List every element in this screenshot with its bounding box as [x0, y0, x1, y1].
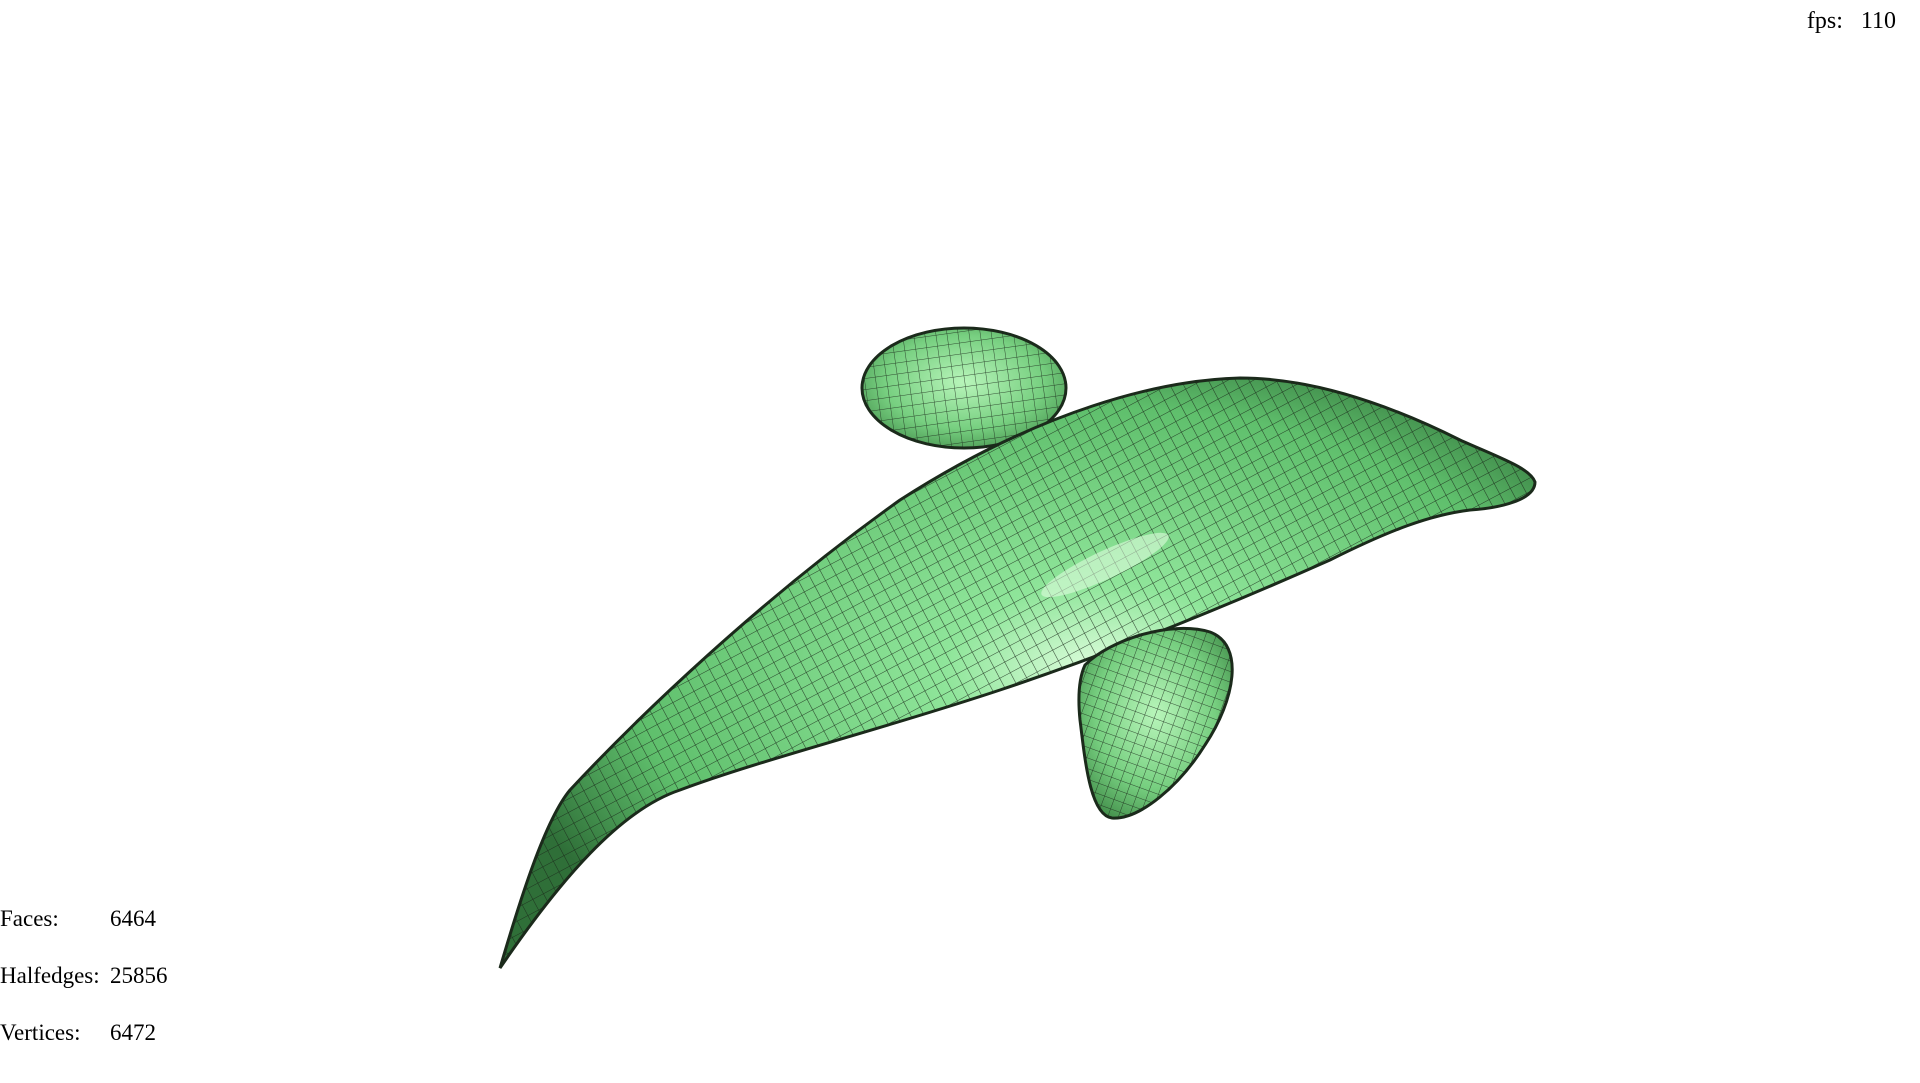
vertices-stat: Vertices: 6472 [0, 1020, 168, 1045]
halfedges-value: 25856 [110, 963, 168, 988]
fps-value: 110 [1860, 8, 1896, 34]
faces-label: Faces: [0, 906, 59, 931]
pectoral-fin [1077, 627, 1234, 820]
halfedges-label: Halfedges: [0, 963, 100, 988]
halfedges-stat: Halfedges: 25856 [0, 963, 168, 988]
faces-stat: Faces: 6464 [0, 906, 168, 931]
dolphin-body [498, 376, 1537, 969]
vertices-value: 6472 [110, 1020, 156, 1045]
vertices-label: Vertices: [0, 1020, 81, 1045]
fps-counter: fps: 110 [1807, 8, 1896, 35]
faces-value: 6464 [110, 906, 156, 931]
mesh-stats-panel: Faces: 6464 Halfedges: 25856 Vertices: 6472 [0, 871, 168, 1080]
fps-label: fps: [1806, 8, 1843, 34]
dorsal-fin [860, 326, 1068, 450]
